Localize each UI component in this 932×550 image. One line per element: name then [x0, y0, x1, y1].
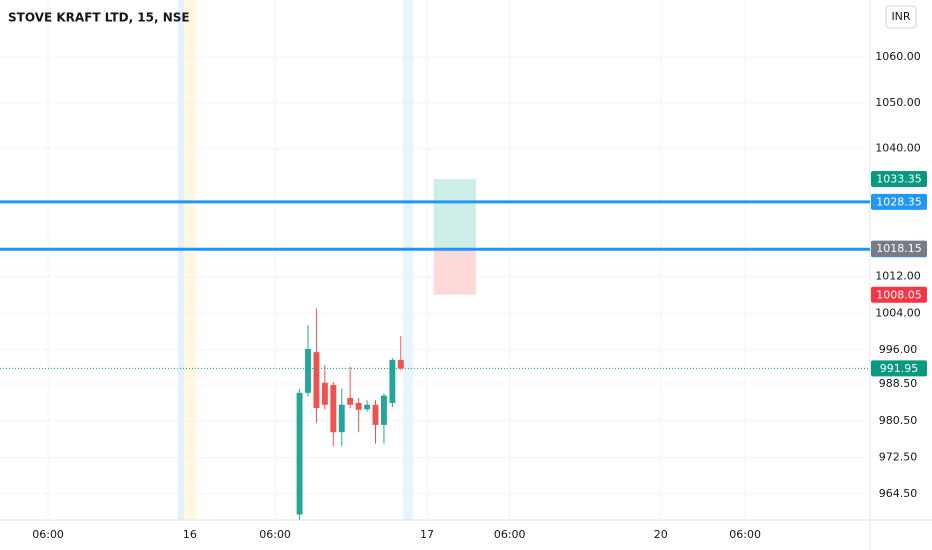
- y-tick-label: 988.50: [879, 377, 918, 390]
- candle-body: [313, 352, 320, 408]
- session-band: [178, 0, 184, 520]
- price-label-box: [871, 360, 927, 377]
- y-tick-label: 980.50: [879, 414, 918, 427]
- x-tick-label: 06:00: [32, 528, 64, 541]
- x-tick-label: 20: [654, 528, 668, 541]
- candle-body: [338, 404, 345, 433]
- candle-body: [296, 392, 303, 515]
- plot: [0, 0, 870, 520]
- x-tick-label: 06:00: [259, 528, 291, 541]
- price-label: 1028.35: [876, 195, 922, 208]
- candle-body: [347, 397, 354, 405]
- candle-body: [380, 395, 387, 425]
- candle-body: [355, 402, 362, 410]
- stop-zone: [433, 248, 476, 295]
- price-label-box: [871, 171, 927, 188]
- y-tick-label: 1060.00: [875, 50, 921, 63]
- price-label: 991.95: [880, 362, 919, 375]
- x-tick-label: 16: [183, 528, 197, 541]
- chart-title: STOVE KRAFT LTD, 15, NSE: [8, 11, 190, 25]
- price-label-box: [871, 193, 927, 210]
- y-tick-label: 1012.00: [875, 270, 921, 283]
- y-tick-label: 964.50: [879, 487, 918, 500]
- candle-body: [389, 359, 396, 403]
- candle-body: [330, 385, 337, 433]
- y-tick-label: 1040.00: [875, 142, 921, 155]
- price-label-box: [871, 286, 927, 303]
- x-tick-label: 06:00: [494, 528, 526, 541]
- price-label: 1033.35: [876, 173, 922, 186]
- y-tick-label: 996.00: [879, 343, 918, 356]
- candle-body: [305, 348, 311, 393]
- currency-button[interactable]: [885, 5, 917, 29]
- y-tick-label: 1004.00: [875, 306, 921, 319]
- price-label-box: [871, 240, 927, 257]
- price-label: 1008.05: [876, 288, 922, 301]
- y-tick-label: 1050.00: [875, 96, 921, 109]
- price-label: 1018.15: [876, 242, 922, 255]
- y-tick-label: 972.50: [879, 450, 918, 463]
- candle-body: [321, 382, 328, 405]
- session-band: [403, 0, 413, 520]
- x-tick-label: 06:00: [729, 528, 761, 541]
- currency-label[interactable]: INR: [891, 10, 910, 23]
- candle-body: [397, 359, 404, 369]
- candle-body: [364, 404, 371, 410]
- candle-body: [372, 404, 379, 425]
- x-tick-label: 17: [420, 528, 434, 541]
- target-zone: [433, 179, 476, 249]
